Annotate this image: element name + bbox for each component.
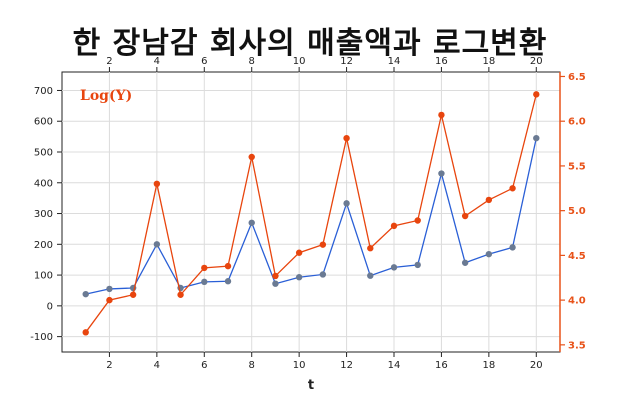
y-right-tick-label: 5.0 — [568, 206, 586, 217]
x-tick-label-bottom: 18 — [482, 360, 495, 371]
series-sales — [82, 134, 540, 298]
y-right-tick-label: 4.0 — [568, 296, 586, 307]
data-point — [224, 278, 232, 285]
x-tick-label-bottom: 12 — [340, 360, 353, 371]
y-left-tick-label: 400 — [34, 178, 53, 189]
y-right-tick-label: 4.5 — [568, 251, 586, 262]
x-tick-label-top: 10 — [293, 56, 306, 67]
data-point — [248, 219, 255, 226]
data-point — [106, 285, 113, 293]
x-tick-label-top: 14 — [388, 56, 401, 67]
x-tick-label-bottom: 8 — [249, 360, 255, 371]
data-point — [295, 274, 303, 281]
x-tick-label-bottom: 10 — [293, 360, 306, 371]
data-point — [295, 249, 303, 256]
y-left-tick-label: 0 — [47, 301, 53, 312]
data-point — [367, 245, 374, 252]
data-point — [319, 241, 327, 248]
x-axis-label: t — [308, 378, 314, 393]
grid — [62, 72, 560, 352]
axes: 2 2 4 4 6 6 8 8 10 10 12 12 14 14 16 16 18 18 20 20 -100 0 100… — [30, 56, 585, 371]
y-left-tick-label: 300 — [34, 209, 53, 220]
data-point — [390, 264, 398, 271]
legend-log-y: Log(Y) — [80, 88, 132, 104]
chart-title: 한 장남감 회사의 매출액과 로그변환 — [72, 26, 548, 61]
data-point — [319, 271, 327, 278]
y-right-tick-label: 3.5 — [568, 340, 586, 351]
data-point — [224, 262, 232, 270]
x-tick-label-top: 4 — [154, 56, 160, 67]
data-point — [82, 290, 89, 298]
data-point — [438, 111, 445, 119]
series-line — [85, 94, 537, 333]
data-point — [343, 200, 350, 207]
y-left-tick-label: 600 — [34, 117, 53, 128]
data-point — [414, 261, 421, 269]
data-point — [390, 222, 398, 230]
data-point — [82, 329, 89, 336]
data-point — [153, 180, 161, 188]
x-tick-label-bottom: 2 — [106, 360, 112, 371]
data-point — [129, 291, 137, 298]
y-left-tick-label: 100 — [34, 271, 53, 282]
data-point — [509, 244, 516, 251]
y-left-tick-label: -100 — [30, 332, 53, 343]
plot-frame — [61, 71, 561, 353]
x-tick-label-bottom: 4 — [154, 360, 160, 371]
series-log-y — [82, 91, 540, 336]
data-point — [485, 196, 493, 204]
x-tick-label-top: 18 — [482, 56, 495, 67]
data-point — [461, 212, 469, 220]
x-tick-label-top: 2 — [106, 56, 112, 67]
y-left-tick-label: 500 — [34, 148, 53, 159]
x-tick-label-top: 16 — [435, 56, 448, 67]
data-point — [153, 241, 161, 248]
series-layer — [82, 91, 540, 336]
data-point — [272, 280, 279, 287]
data-point — [106, 296, 113, 304]
data-point — [509, 185, 516, 192]
data-point — [414, 217, 421, 224]
data-point — [248, 153, 255, 161]
data-point — [177, 291, 184, 298]
data-point — [367, 272, 374, 279]
x-tick-label-top: 12 — [340, 56, 353, 67]
data-point — [533, 91, 540, 98]
series-line — [85, 138, 537, 295]
data-point — [272, 272, 279, 280]
y-left-tick-label: 700 — [34, 86, 53, 97]
y-left-tick-label: 200 — [34, 240, 53, 251]
y-right-tick-label: 5.5 — [568, 161, 586, 172]
data-point — [201, 278, 208, 286]
x-tick-label-bottom: 20 — [530, 360, 543, 371]
x-tick-label-top: 8 — [249, 56, 255, 67]
data-point — [533, 134, 540, 142]
data-point — [485, 250, 493, 258]
data-point — [201, 264, 208, 272]
data-point — [461, 259, 469, 266]
x-tick-label-bottom: 14 — [388, 360, 401, 371]
data-point — [438, 170, 445, 177]
x-tick-label-bottom: 16 — [435, 360, 448, 371]
y-right-tick-label: 6.0 — [568, 117, 586, 128]
x-tick-label-top: 20 — [530, 56, 543, 67]
x-tick-label-top: 6 — [201, 56, 207, 67]
x-tick-label-bottom: 6 — [201, 360, 207, 371]
y-right-tick-label: 6.5 — [568, 72, 586, 83]
data-point — [343, 134, 350, 142]
